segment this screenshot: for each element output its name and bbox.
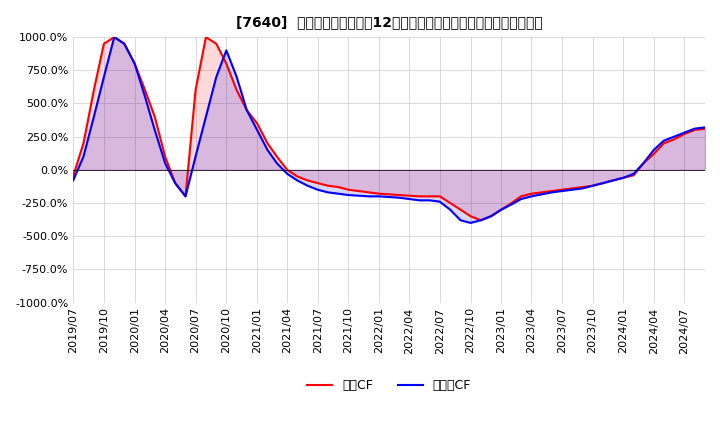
Line: 営業CF: 営業CF [73,37,705,220]
Legend: 営業CF, フリーCF: 営業CF, フリーCF [302,374,476,397]
Title: [7640]  キャッシュフローの12か月移動合計の対前年同期増減率の推移: [7640] キャッシュフローの12か月移動合計の対前年同期増減率の推移 [235,15,542,29]
Line: フリーCF: フリーCF [73,37,705,223]
